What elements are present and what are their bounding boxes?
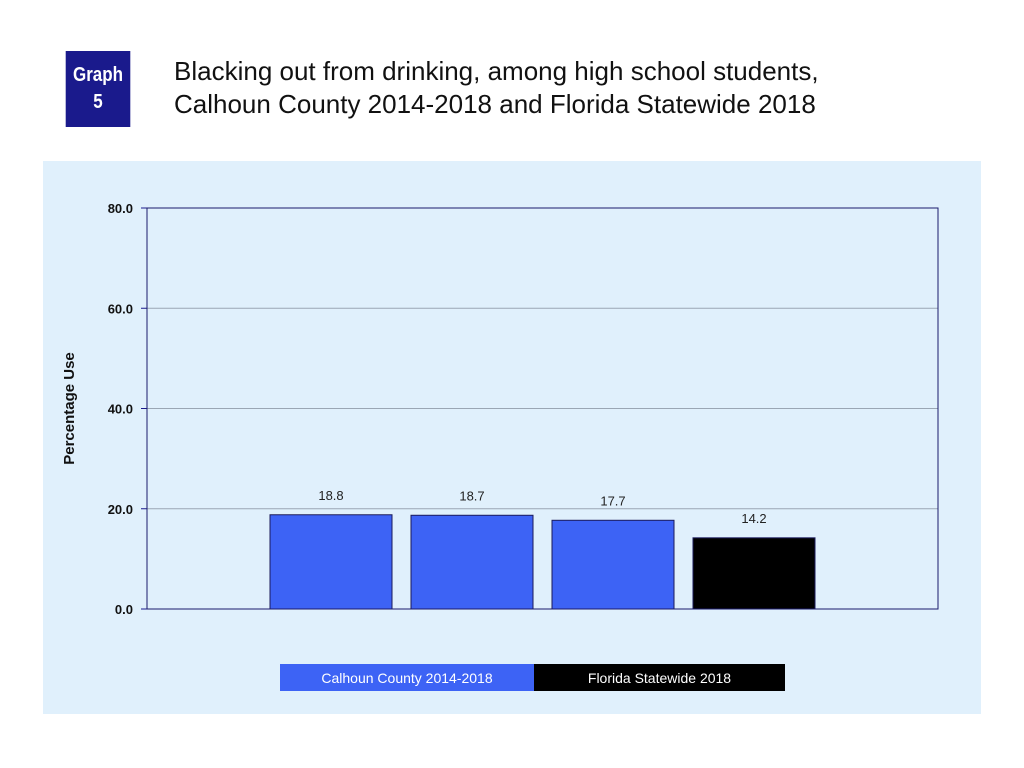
legend-item-florida-statewide: Florida Statewide 2018 (534, 664, 785, 691)
y-tick-label: 20.0 (108, 502, 133, 517)
y-tick-label: 80.0 (108, 201, 133, 216)
bar-chart: 0.0 20.0 40.0 60.0 80.0 Percentage Use 18.8 18.… (61, 201, 939, 617)
graph-badge-number: 5 (93, 91, 103, 113)
graph-number-badge: Graph 5 (65, 51, 131, 127)
y-tick-label: 60.0 (108, 301, 133, 316)
y-tick-label: 40.0 (108, 402, 133, 417)
bar (410, 514, 534, 610)
chart-legend: Calhoun County 2014-2018 Florida Statewi… (280, 664, 785, 691)
bar-value-label: 18.8 (318, 488, 343, 503)
bar-value-label: 17.7 (600, 493, 625, 508)
y-tick-label: 0.0 (115, 602, 133, 617)
title-line-2: Calhoun County 2014-2018 and Florida Sta… (174, 89, 816, 119)
bar-value-label: 18.7 (459, 488, 484, 503)
bar (692, 537, 816, 610)
chart-panel: 0.0 20.0 40.0 60.0 80.0 Percentage Use 18.8 18.… (43, 161, 981, 714)
plot-border (146, 207, 939, 610)
bar (269, 514, 393, 610)
bar-value-label: 14.2 (741, 511, 766, 526)
title-line-1: Blacking out from drinking, among high s… (174, 56, 819, 86)
bar (551, 519, 675, 610)
legend-item-calhoun-county: Calhoun County 2014-2018 (280, 664, 534, 691)
page-title: Blacking out from drinking, among high s… (174, 55, 819, 121)
y-axis-label: Percentage Use (61, 352, 78, 465)
graph-badge-label: Graph (72, 64, 124, 86)
